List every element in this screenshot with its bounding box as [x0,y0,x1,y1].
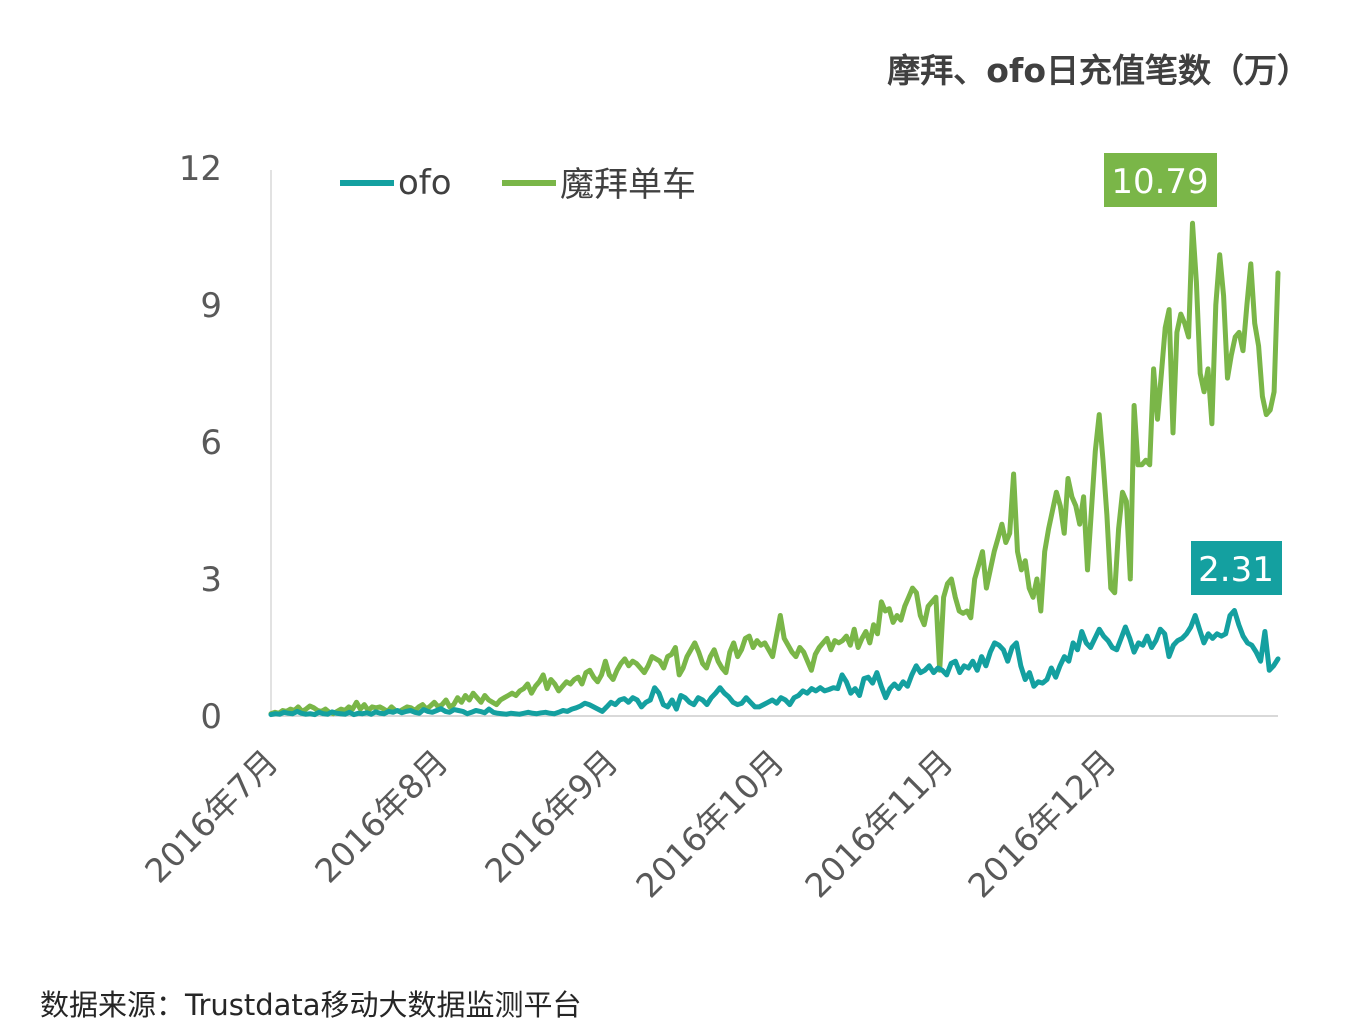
series-line-mobike [268,220,1281,717]
series-lines [268,220,1281,718]
callouts: 10.79 2.31 [1104,153,1282,595]
callout-ofo: 2.31 [1198,550,1274,590]
chart-title: 摩拜、ofo日充值笔数（万） [887,51,1310,90]
y-tick-label: 12 [179,149,222,189]
callout-box-ofo [1191,541,1282,595]
data-source: 数据来源：Trustdata移动大数据监测平台 [40,988,582,1022]
x-tick-label: 2016年9月 [477,742,625,890]
y-tick-label: 6 [200,423,222,463]
series-line-ofo [268,608,1281,718]
callout-mobike: 10.79 [1111,162,1208,202]
x-tick-label: 2016年11月 [797,742,960,905]
x-tick-label: 2016年12月 [960,742,1123,905]
y-axis-ticks: 0 3 6 9 12 [179,149,222,737]
y-tick-label: 3 [200,560,222,600]
x-axis-ticks: 2016年7月 2016年8月 2016年9月 2016年10月 2016年11月 201… [137,742,1123,905]
y-tick-label: 0 [200,697,222,737]
legend-label-mobike: 魔拜单车 [560,165,696,205]
legend: ofo 魔拜单车 [340,163,696,205]
x-tick-label: 2016年10月 [628,742,791,905]
y-tick-label: 9 [200,286,222,326]
callout-box-mobike [1104,153,1217,207]
legend-label-ofo: ofo [398,163,452,203]
x-tick-label: 2016年7月 [137,742,285,890]
x-tick-label: 2016年8月 [307,742,455,890]
